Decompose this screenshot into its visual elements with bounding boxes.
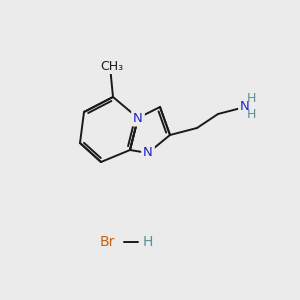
Text: H: H: [246, 92, 256, 106]
Text: N: N: [143, 146, 153, 160]
Text: N: N: [240, 100, 250, 113]
Text: N: N: [133, 112, 143, 124]
Text: H: H: [143, 235, 153, 249]
Text: Br: Br: [99, 235, 115, 249]
Text: H: H: [246, 109, 256, 122]
Text: CH₃: CH₃: [100, 59, 124, 73]
